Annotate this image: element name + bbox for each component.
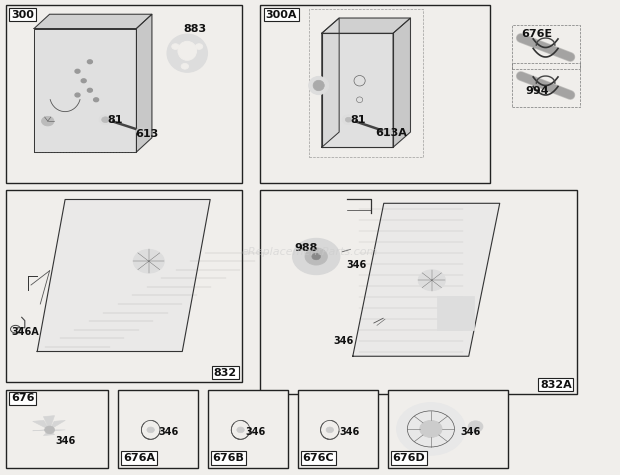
Polygon shape: [43, 416, 55, 430]
Ellipse shape: [313, 80, 324, 91]
Polygon shape: [34, 14, 152, 28]
Circle shape: [102, 117, 109, 123]
Text: 676C: 676C: [303, 453, 334, 463]
Text: 81: 81: [350, 114, 366, 125]
Bar: [118, 390, 198, 468]
Text: 832: 832: [214, 368, 237, 378]
Text: 676: 676: [11, 393, 35, 403]
Circle shape: [81, 79, 86, 83]
Bar: [6, 190, 242, 382]
Text: 346: 346: [158, 427, 179, 437]
Text: 883: 883: [183, 23, 206, 34]
Ellipse shape: [309, 76, 329, 95]
Circle shape: [45, 426, 55, 434]
Text: 346: 346: [245, 427, 265, 437]
Polygon shape: [322, 18, 339, 147]
Circle shape: [87, 88, 92, 92]
Circle shape: [397, 403, 465, 455]
Polygon shape: [136, 14, 152, 152]
Polygon shape: [33, 420, 50, 430]
Text: 346: 346: [56, 436, 76, 446]
Polygon shape: [50, 420, 65, 430]
Circle shape: [136, 127, 146, 135]
Text: 346: 346: [334, 336, 354, 346]
Circle shape: [181, 64, 188, 69]
Circle shape: [345, 117, 352, 122]
Circle shape: [133, 249, 164, 273]
Circle shape: [42, 116, 54, 126]
Circle shape: [75, 93, 80, 97]
Circle shape: [75, 69, 80, 73]
Circle shape: [172, 44, 179, 49]
Text: 988: 988: [294, 243, 318, 253]
Polygon shape: [43, 430, 55, 436]
Ellipse shape: [178, 41, 197, 60]
Text: 346A: 346A: [11, 326, 39, 337]
Text: 613A: 613A: [375, 128, 407, 138]
Text: 346: 346: [340, 427, 360, 437]
Bar: [260, 190, 577, 394]
Text: 832A: 832A: [540, 380, 572, 390]
Polygon shape: [393, 18, 410, 147]
Text: 994: 994: [526, 86, 549, 96]
Polygon shape: [322, 18, 410, 33]
Circle shape: [342, 115, 355, 124]
Text: 676B: 676B: [213, 453, 244, 463]
Circle shape: [87, 60, 92, 64]
Text: 676E: 676E: [521, 29, 552, 39]
Bar: [388, 390, 508, 468]
Circle shape: [312, 253, 321, 260]
Text: 613: 613: [135, 129, 159, 139]
Circle shape: [305, 248, 327, 265]
Circle shape: [468, 421, 483, 432]
Circle shape: [94, 98, 99, 102]
Bar: [6, 390, 108, 468]
Text: eReplacementParts.com: eReplacementParts.com: [242, 247, 378, 257]
Text: 676A: 676A: [123, 453, 155, 463]
Bar: [437, 296, 474, 330]
Polygon shape: [353, 203, 500, 356]
Polygon shape: [34, 28, 136, 152]
Text: 300: 300: [11, 10, 34, 19]
Circle shape: [237, 427, 244, 433]
Circle shape: [418, 270, 445, 291]
Text: 676D: 676D: [392, 453, 425, 463]
Ellipse shape: [167, 34, 207, 72]
Circle shape: [383, 129, 392, 136]
Text: 346: 346: [346, 260, 366, 270]
Polygon shape: [50, 430, 65, 431]
Circle shape: [420, 420, 442, 437]
Circle shape: [326, 427, 334, 433]
Bar: [208, 390, 288, 468]
Text: 346: 346: [460, 427, 481, 437]
Polygon shape: [37, 200, 210, 352]
Polygon shape: [33, 430, 50, 431]
Circle shape: [195, 44, 203, 49]
Circle shape: [147, 427, 154, 433]
Circle shape: [99, 115, 112, 124]
Bar: [260, 5, 490, 183]
Text: 300A: 300A: [265, 10, 297, 19]
Circle shape: [293, 238, 340, 275]
Polygon shape: [322, 33, 393, 147]
Text: 81: 81: [107, 114, 123, 125]
Bar: [6, 5, 242, 183]
Bar: [298, 390, 378, 468]
